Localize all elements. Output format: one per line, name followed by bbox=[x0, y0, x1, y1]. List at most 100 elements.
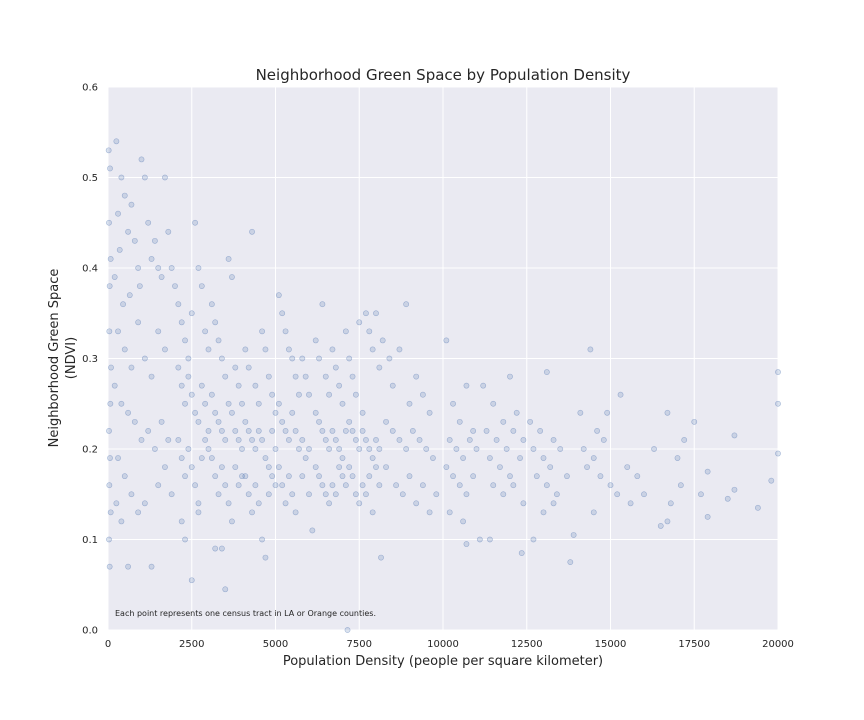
data-point bbox=[269, 427, 276, 434]
data-point bbox=[346, 464, 353, 470]
data-point bbox=[125, 228, 132, 235]
data-point bbox=[126, 292, 133, 299]
data-point bbox=[587, 346, 594, 353]
data-point bbox=[349, 427, 356, 434]
data-point bbox=[121, 192, 128, 199]
data-point bbox=[456, 418, 463, 425]
data-point bbox=[292, 427, 299, 434]
data-point bbox=[111, 274, 118, 280]
data-point bbox=[158, 418, 165, 425]
data-point bbox=[597, 473, 604, 480]
data-point bbox=[466, 437, 473, 443]
data-point bbox=[500, 491, 507, 498]
data-point bbox=[768, 477, 775, 484]
data-point bbox=[470, 473, 477, 480]
data-point bbox=[497, 464, 503, 470]
data-point bbox=[584, 464, 590, 470]
data-point bbox=[302, 373, 309, 380]
data-point bbox=[192, 482, 198, 489]
data-point bbox=[342, 482, 349, 489]
data-point bbox=[306, 446, 312, 452]
data-point bbox=[359, 482, 366, 489]
data-point bbox=[272, 409, 279, 416]
data-point bbox=[446, 437, 453, 443]
data-point bbox=[600, 437, 607, 443]
data-point bbox=[252, 482, 259, 489]
x-tick-label: 15000 bbox=[595, 639, 627, 650]
data-point bbox=[282, 500, 289, 507]
data-point bbox=[426, 409, 433, 416]
data-point bbox=[329, 482, 336, 489]
data-point bbox=[312, 409, 319, 416]
y-tick-label: 0.5 bbox=[82, 173, 98, 184]
data-point bbox=[172, 283, 178, 289]
data-point bbox=[302, 455, 309, 461]
data-point bbox=[148, 563, 155, 570]
data-point bbox=[168, 265, 175, 271]
data-point bbox=[205, 446, 212, 452]
data-point bbox=[255, 427, 262, 434]
chart-title: Neighborhood Green Space by Population D… bbox=[256, 66, 631, 84]
data-point bbox=[115, 210, 121, 217]
data-point bbox=[229, 518, 235, 525]
data-point bbox=[651, 446, 657, 452]
data-point bbox=[507, 473, 513, 480]
data-point bbox=[373, 437, 379, 443]
data-point bbox=[356, 500, 363, 507]
data-point bbox=[326, 391, 332, 398]
data-point bbox=[299, 437, 306, 443]
data-point bbox=[543, 369, 550, 375]
data-point bbox=[215, 337, 222, 344]
data-point bbox=[617, 391, 624, 398]
data-point bbox=[182, 473, 188, 480]
data-point bbox=[363, 437, 369, 443]
y-tick-label: 0.4 bbox=[82, 264, 98, 275]
data-point bbox=[463, 382, 470, 389]
data-point bbox=[249, 437, 255, 443]
data-point bbox=[259, 536, 265, 543]
data-point bbox=[490, 400, 497, 407]
data-point bbox=[198, 283, 205, 289]
data-point bbox=[125, 563, 132, 570]
data-point bbox=[135, 319, 142, 326]
data-point bbox=[131, 237, 138, 244]
data-point bbox=[222, 586, 229, 593]
data-point bbox=[580, 446, 587, 452]
data-point bbox=[155, 482, 162, 489]
data-point bbox=[755, 504, 761, 511]
data-point bbox=[239, 446, 245, 452]
data-point bbox=[239, 473, 245, 480]
data-point bbox=[674, 455, 681, 461]
data-point bbox=[121, 346, 128, 353]
data-point bbox=[413, 373, 420, 380]
data-point bbox=[282, 427, 289, 434]
data-point bbox=[299, 355, 306, 362]
data-point bbox=[463, 541, 470, 547]
data-point bbox=[259, 328, 265, 335]
data-point bbox=[192, 219, 198, 226]
y-tick-label: 0.3 bbox=[82, 354, 98, 365]
data-point bbox=[399, 491, 406, 498]
data-point bbox=[107, 256, 114, 262]
data-point bbox=[165, 228, 172, 235]
data-point bbox=[393, 482, 399, 489]
data-point bbox=[205, 346, 212, 353]
data-point bbox=[403, 446, 410, 452]
data-point bbox=[557, 446, 564, 452]
data-point bbox=[118, 400, 125, 407]
data-point bbox=[443, 464, 450, 470]
data-point bbox=[326, 446, 332, 452]
y-axis-label-line-2: (NDVI) bbox=[64, 337, 79, 379]
chart-annotation: Each point represents one census tract i… bbox=[115, 609, 376, 618]
data-point bbox=[396, 346, 403, 353]
data-point bbox=[339, 455, 346, 461]
grid-lines bbox=[107, 86, 779, 631]
data-point bbox=[332, 491, 339, 498]
data-point bbox=[775, 450, 781, 457]
data-point bbox=[115, 328, 121, 335]
data-point bbox=[105, 147, 112, 154]
data-point bbox=[316, 418, 322, 425]
data-point bbox=[158, 274, 165, 280]
data-point bbox=[383, 464, 389, 470]
data-point bbox=[182, 400, 188, 407]
